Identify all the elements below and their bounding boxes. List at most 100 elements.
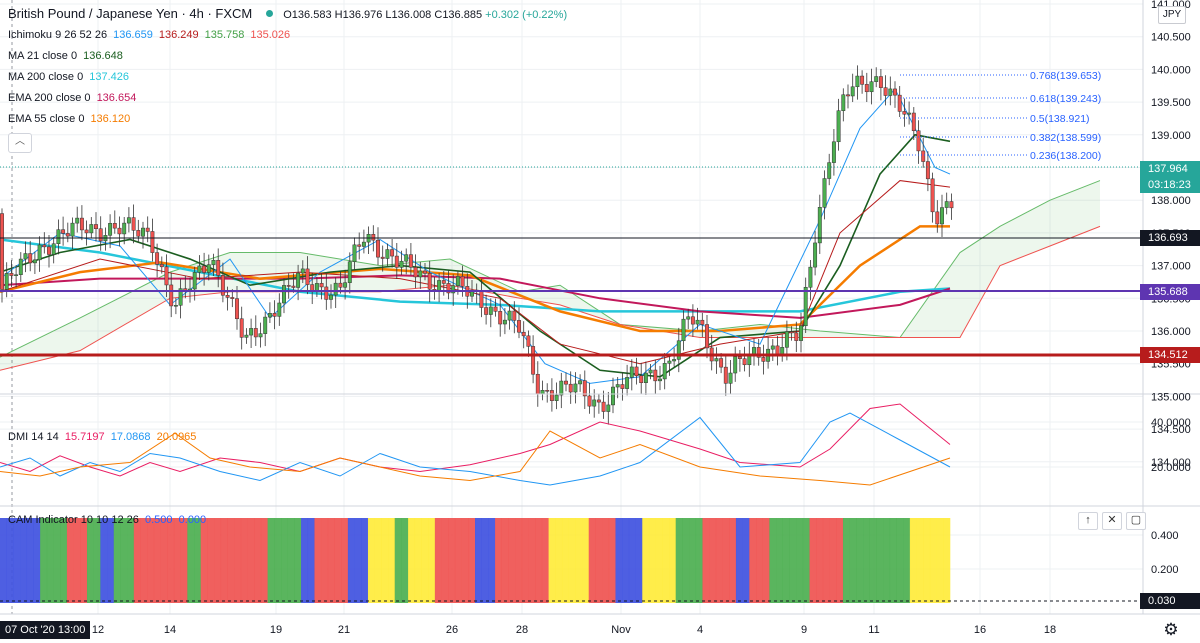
cam-bar	[796, 518, 804, 603]
candle	[517, 307, 521, 339]
candle-body	[94, 224, 98, 229]
candle	[869, 68, 874, 105]
indicator-legend-row[interactable]: EMA 200 close 0 136.654	[8, 88, 296, 109]
cam-bar	[849, 518, 857, 603]
candle-body	[808, 266, 813, 288]
cam-bar	[475, 518, 482, 603]
candle-body	[855, 75, 860, 88]
cam-bar	[943, 518, 951, 603]
cam-bar	[220, 518, 228, 603]
candle-body	[761, 357, 766, 362]
candle-body	[526, 335, 531, 347]
cam-last-tag: 0.030	[1140, 593, 1200, 609]
candle-body	[484, 307, 489, 315]
candle-body	[695, 319, 700, 325]
candle	[921, 137, 926, 168]
candle	[587, 382, 592, 414]
cam-bar	[60, 518, 68, 603]
close-pane-icon[interactable]: ✕	[1102, 512, 1122, 530]
candle	[413, 254, 418, 289]
price-tick-label: 141.000	[1151, 0, 1191, 11]
candle-body	[911, 112, 916, 132]
candle-body	[789, 331, 794, 334]
candle-body	[817, 207, 822, 244]
price-tick-label: 135.000	[1151, 391, 1191, 403]
candle-body	[611, 386, 615, 406]
candle-body	[784, 331, 789, 348]
dmi-title[interactable]: DMI 14 14	[8, 431, 59, 443]
cam-tick-label: 0.200	[1151, 564, 1179, 576]
countdown-tag: 03:18:23	[1140, 177, 1200, 193]
candle	[277, 293, 282, 326]
time-tick-label: 4	[697, 624, 703, 636]
collapse-legend-button[interactable]: ︿	[8, 133, 32, 153]
cam-title[interactable]: CAM Indicator 10 10 12 26	[8, 514, 139, 526]
candle	[197, 255, 202, 281]
cam-bar	[40, 518, 48, 603]
cam-bar	[441, 518, 449, 603]
candle-body	[145, 227, 150, 232]
settings-gear-icon[interactable]: ⚙	[1163, 620, 1179, 639]
candle-body	[272, 313, 277, 317]
candle	[733, 346, 738, 382]
candle	[357, 232, 362, 260]
candle-body	[9, 273, 14, 276]
maximize-pane-icon[interactable]: ▢	[1126, 512, 1146, 530]
candle-body	[756, 347, 761, 358]
candle-body	[136, 230, 141, 237]
cam-bar	[334, 518, 342, 603]
cam-bar	[133, 518, 141, 603]
cam-bar	[836, 518, 844, 603]
indicator-legend-row[interactable]: MA 21 close 0 136.648	[8, 46, 296, 67]
candle	[723, 356, 728, 396]
candle-body	[460, 276, 465, 287]
candle-body	[940, 207, 944, 225]
candle	[648, 364, 653, 380]
candle-body	[108, 223, 113, 236]
candle	[747, 341, 752, 377]
indicator-legend-row[interactable]: Ichimoku 9 26 52 26 136.659 136.249 135.758…	[8, 25, 296, 46]
candle-body	[714, 358, 719, 362]
candle	[521, 321, 526, 349]
currency-badge[interactable]: JPY	[1158, 6, 1186, 24]
cam-bar	[755, 518, 763, 603]
candle	[940, 194, 944, 237]
candle-body	[61, 229, 66, 234]
candle	[512, 301, 517, 334]
cam-bar	[648, 518, 656, 603]
cam-bar	[200, 518, 208, 603]
indicator-legend-row[interactable]: MA 200 close 0 137.426	[8, 67, 296, 88]
candle	[592, 389, 597, 418]
cam-bar	[73, 518, 81, 603]
cam-legend: CAM Indicator 10 10 12 26 0.500 0.000	[8, 514, 206, 526]
indicator-value: 135.026	[250, 29, 291, 41]
cam-bar	[488, 518, 496, 603]
candle-body	[216, 260, 221, 276]
move-pane-up-icon[interactable]: ↑	[1078, 512, 1098, 530]
candle	[836, 98, 841, 151]
candle	[446, 270, 451, 300]
candle-body	[32, 259, 37, 264]
candle	[155, 243, 160, 278]
time-tick-label: 21	[338, 624, 350, 636]
cam-bar	[468, 518, 476, 603]
candle	[770, 339, 775, 361]
candle-body	[164, 266, 169, 286]
kijun-line	[0, 180, 951, 365]
cam-bar	[749, 518, 757, 603]
candle-body	[676, 340, 681, 360]
cam-bar	[916, 518, 924, 603]
candle	[394, 242, 399, 279]
candle	[700, 312, 705, 338]
candle-body	[277, 302, 282, 317]
indicator-legend-row[interactable]: EMA 55 close 0 136.120	[8, 109, 296, 130]
candle	[714, 347, 719, 374]
symbol-title[interactable]: British Pound / Japanese Yen · 4h · FXCM	[8, 6, 253, 21]
candle-body	[253, 328, 258, 338]
price-tick-label: 137.000	[1151, 261, 1191, 273]
cam-bar	[167, 518, 175, 603]
candle-body	[498, 311, 503, 325]
candle-body	[935, 211, 940, 225]
candle-body	[573, 383, 578, 393]
